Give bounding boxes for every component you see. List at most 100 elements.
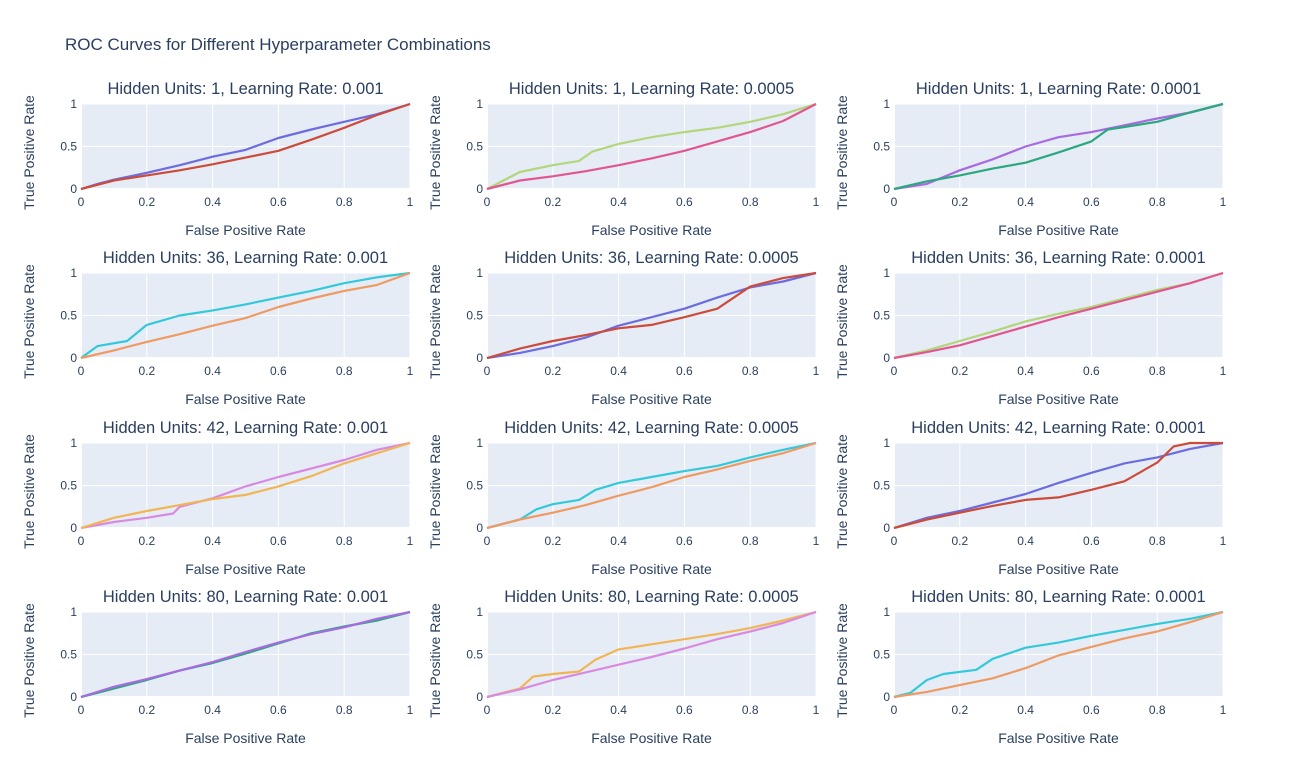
x-tick-label: 0.2 <box>951 364 968 378</box>
x-axis-label: False Positive Rate <box>185 222 306 238</box>
x-tick-label: 0 <box>891 534 898 548</box>
y-tick-label: 0 <box>883 182 890 196</box>
y-tick-label: 0 <box>476 351 483 365</box>
x-tick-label: 0.2 <box>138 364 155 378</box>
x-tick-label: 0.6 <box>1083 703 1100 717</box>
y-axis-label: True Positive Rate <box>427 264 443 379</box>
x-axis-label: False Positive Rate <box>185 561 306 577</box>
subplot-4: 0 0.2 0.4 0.6 0.8 1 0 0.5 1 Hidden Units: 36, Lea… <box>21 249 414 407</box>
x-tick-label: 1 <box>1220 534 1227 548</box>
x-tick-label: 0.2 <box>138 534 155 548</box>
x-tick-label: 0 <box>891 364 898 378</box>
y-axis-label: True Positive Rate <box>427 95 443 210</box>
y-axis-label: True Positive Rate <box>427 434 443 549</box>
subplot-7: 0 0.2 0.4 0.6 0.8 1 0 0.5 1 Hidden Units: 42, Lea… <box>21 419 414 577</box>
roc-series-line <box>893 271 1224 360</box>
x-tick-label: 1 <box>1220 703 1227 717</box>
subplot-1: 0 0.2 0.4 0.6 0.8 1 0 0.5 1 Hidden Units: 1, Lear… <box>21 80 414 238</box>
y-tick-label: 1 <box>883 266 890 280</box>
x-tick-label: 0.8 <box>742 364 759 378</box>
x-tick-label: 0.4 <box>610 534 627 548</box>
roc-series-line <box>893 610 1224 699</box>
roc-series-line <box>893 102 1224 191</box>
y-axis-label: True Positive Rate <box>21 264 37 379</box>
x-tick-label: 1 <box>813 703 820 717</box>
roc-series-line <box>80 441 411 530</box>
figure-title: ROC Curves for Different Hyperparameter … <box>65 35 491 54</box>
y-tick-label: 0 <box>70 690 77 704</box>
subplot-title: Hidden Units: 42, Learning Rate: 0.001 <box>103 419 388 437</box>
x-tick-label: 0.4 <box>204 534 221 548</box>
x-tick-label: 0.6 <box>270 364 287 378</box>
roc-series-line <box>80 102 411 191</box>
subplot-title: Hidden Units: 36, Learning Rate: 0.0001 <box>911 249 1205 267</box>
x-tick-label: 0.6 <box>1083 195 1100 209</box>
roc-series-line <box>893 441 1223 530</box>
subplot-title: Hidden Units: 1, Learning Rate: 0.001 <box>107 80 383 98</box>
x-tick-label: 0.6 <box>676 195 693 209</box>
y-tick-label: 1 <box>70 97 77 111</box>
y-tick-label: 0 <box>883 351 890 365</box>
subplot-title: Hidden Units: 80, Learning Rate: 0.001 <box>103 588 388 606</box>
x-axis-label: False Positive Rate <box>591 561 712 577</box>
x-tick-label: 0.8 <box>1149 703 1166 717</box>
roc-series-line <box>80 271 411 359</box>
x-tick-label: 0.4 <box>610 703 627 717</box>
y-tick-label: 0.5 <box>466 648 483 662</box>
y-tick-label: 1 <box>476 97 483 111</box>
x-tick-label: 0 <box>891 195 898 209</box>
roc-series-line <box>80 271 411 360</box>
x-tick-label: 0.4 <box>204 703 221 717</box>
x-tick-label: 0.8 <box>742 195 759 209</box>
y-axis-label: True Positive Rate <box>427 603 443 718</box>
roc-series-line <box>893 441 1224 530</box>
y-tick-label: 0 <box>476 182 483 196</box>
y-tick-label: 1 <box>70 436 77 450</box>
y-tick-label: 0.5 <box>873 479 890 493</box>
x-tick-label: 0.4 <box>1017 703 1034 717</box>
x-tick-label: 0.4 <box>204 364 221 378</box>
y-axis-label: True Positive Rate <box>21 95 37 210</box>
y-tick-label: 0.5 <box>466 140 483 154</box>
roc-series-line <box>486 102 817 190</box>
x-tick-label: 0.8 <box>742 703 759 717</box>
subplot-title: Hidden Units: 1, Learning Rate: 0.0005 <box>509 80 794 98</box>
subplot-title: Hidden Units: 80, Learning Rate: 0.0001 <box>911 588 1205 606</box>
y-tick-label: 0 <box>70 182 77 196</box>
subplot-10: 0 0.2 0.4 0.6 0.8 1 0 0.5 1 Hidden Units: 80, Lea… <box>21 588 414 746</box>
subplot-title: Hidden Units: 42, Learning Rate: 0.0005 <box>504 419 798 437</box>
x-tick-label: 0 <box>891 703 898 717</box>
roc-series-line <box>486 271 817 360</box>
x-axis-label: False Positive Rate <box>591 391 712 407</box>
y-axis-label: True Positive Rate <box>834 603 850 718</box>
x-tick-label: 0.4 <box>610 195 627 209</box>
y-tick-label: 0 <box>70 521 77 535</box>
y-tick-label: 1 <box>883 605 890 619</box>
y-tick-label: 0.5 <box>60 140 77 154</box>
y-tick-label: 0.5 <box>873 140 890 154</box>
x-tick-label: 1 <box>407 703 414 717</box>
x-tick-label: 0.4 <box>204 195 221 209</box>
y-axis-label: True Positive Rate <box>834 434 850 549</box>
y-tick-label: 0.5 <box>873 309 890 323</box>
x-tick-label: 0.6 <box>270 195 287 209</box>
y-tick-label: 1 <box>883 436 890 450</box>
x-tick-label: 0.2 <box>544 195 561 209</box>
x-tick-label: 0 <box>484 703 491 717</box>
subplot-8: 0 0.2 0.4 0.6 0.8 1 0 0.5 1 Hidden Units: 42, Lea… <box>427 419 820 577</box>
roc-series-line <box>80 441 411 530</box>
roc-series-line <box>486 103 817 191</box>
subplot-5: 0 0.2 0.4 0.6 0.8 1 0 0.5 1 Hidden Units: 36, Lea… <box>427 249 820 407</box>
y-tick-label: 0.5 <box>60 479 77 493</box>
x-tick-label: 0.2 <box>544 534 561 548</box>
y-tick-label: 1 <box>70 605 77 619</box>
x-tick-label: 0.4 <box>1017 534 1034 548</box>
x-tick-label: 0 <box>484 195 491 209</box>
x-axis-label: False Positive Rate <box>185 730 306 746</box>
roc-series-line <box>486 610 817 699</box>
x-tick-label: 0 <box>78 703 85 717</box>
x-tick-label: 1 <box>407 364 414 378</box>
x-tick-label: 1 <box>813 534 820 548</box>
x-tick-label: 1 <box>1220 364 1227 378</box>
